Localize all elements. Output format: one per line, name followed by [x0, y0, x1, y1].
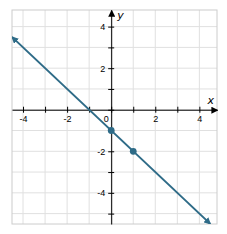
- x-tick: -2: [64, 107, 72, 124]
- grid: [12, 10, 217, 224]
- grid-line: [12, 88, 217, 89]
- y-tick-mark: [108, 151, 114, 152]
- plot-area: [12, 37, 210, 224]
- x-tick-mark: [199, 107, 200, 113]
- y-tick-mark: [108, 68, 114, 69]
- y-tick: [108, 89, 114, 90]
- grid-line: [12, 68, 217, 69]
- x-tick-mark: [23, 107, 24, 113]
- grid-line: [111, 10, 112, 224]
- y-tick: 2: [100, 64, 114, 74]
- y-tick-label: -2: [97, 147, 105, 157]
- x-tick-mark: [133, 107, 134, 113]
- y-tick: [108, 47, 114, 48]
- x-tick-label: 2: [153, 114, 158, 124]
- y-axis: -4 -2 2 4: [97, 11, 114, 225]
- x-tick-mark: [177, 107, 178, 113]
- y-tick-mark: [108, 27, 114, 28]
- y-tick: [108, 172, 114, 173]
- x-tick: 2: [153, 107, 158, 124]
- grid-line: [12, 47, 217, 48]
- y-tick-label: 2: [100, 64, 105, 74]
- y-tick-mark: [108, 214, 114, 215]
- line: [12, 37, 210, 224]
- y-tick: [108, 214, 114, 215]
- y-tick: 4: [100, 22, 114, 32]
- point: [130, 148, 137, 155]
- x-tick-label: -2: [64, 114, 72, 124]
- x-tick-label: 0: [104, 114, 109, 124]
- chart: -4-2024-4-224xy: [0, 0, 227, 234]
- x-tick: 4: [197, 107, 202, 124]
- y-tick: -2: [97, 147, 114, 157]
- y-tick-mark: [108, 193, 114, 194]
- y-tick-mark: [108, 172, 114, 173]
- y-tick-mark: [108, 47, 114, 48]
- x-axis-title: x: [206, 94, 214, 107]
- point: [108, 127, 115, 134]
- y-axis-title: y: [116, 9, 124, 22]
- x-tick: 0: [104, 107, 112, 124]
- grid-line: [12, 172, 217, 173]
- grid-line: [133, 10, 134, 224]
- x-tick: -4: [20, 107, 28, 124]
- x-tick-label: -4: [20, 114, 28, 124]
- y-tick-label: 4: [100, 22, 105, 32]
- y-axis-line: [111, 11, 112, 225]
- grid-line: [12, 213, 217, 214]
- x-tick: [45, 107, 46, 113]
- x-tick: [133, 107, 134, 113]
- grid-line: [12, 26, 217, 27]
- x-tick-label: 4: [197, 114, 202, 124]
- y-tick: [108, 110, 114, 111]
- y-tick-mark: [108, 110, 114, 111]
- x-tick-mark: [45, 107, 46, 113]
- grid-line: [12, 151, 217, 152]
- x-tick-mark: [67, 107, 68, 113]
- x-tick-mark: [155, 107, 156, 113]
- grid-line: [12, 109, 217, 110]
- grid-line: [12, 192, 217, 193]
- grid-line: [45, 10, 46, 224]
- x-axis: -4 -2 0 2 4: [13, 107, 218, 124]
- x-tick: [177, 107, 178, 113]
- y-tick: -4: [97, 188, 114, 198]
- grid-line: [89, 10, 90, 224]
- y-tick-mark: [108, 89, 114, 90]
- y-tick-label: -4: [97, 188, 105, 198]
- x-axis-line: [13, 110, 218, 111]
- plot-frame: [12, 10, 217, 224]
